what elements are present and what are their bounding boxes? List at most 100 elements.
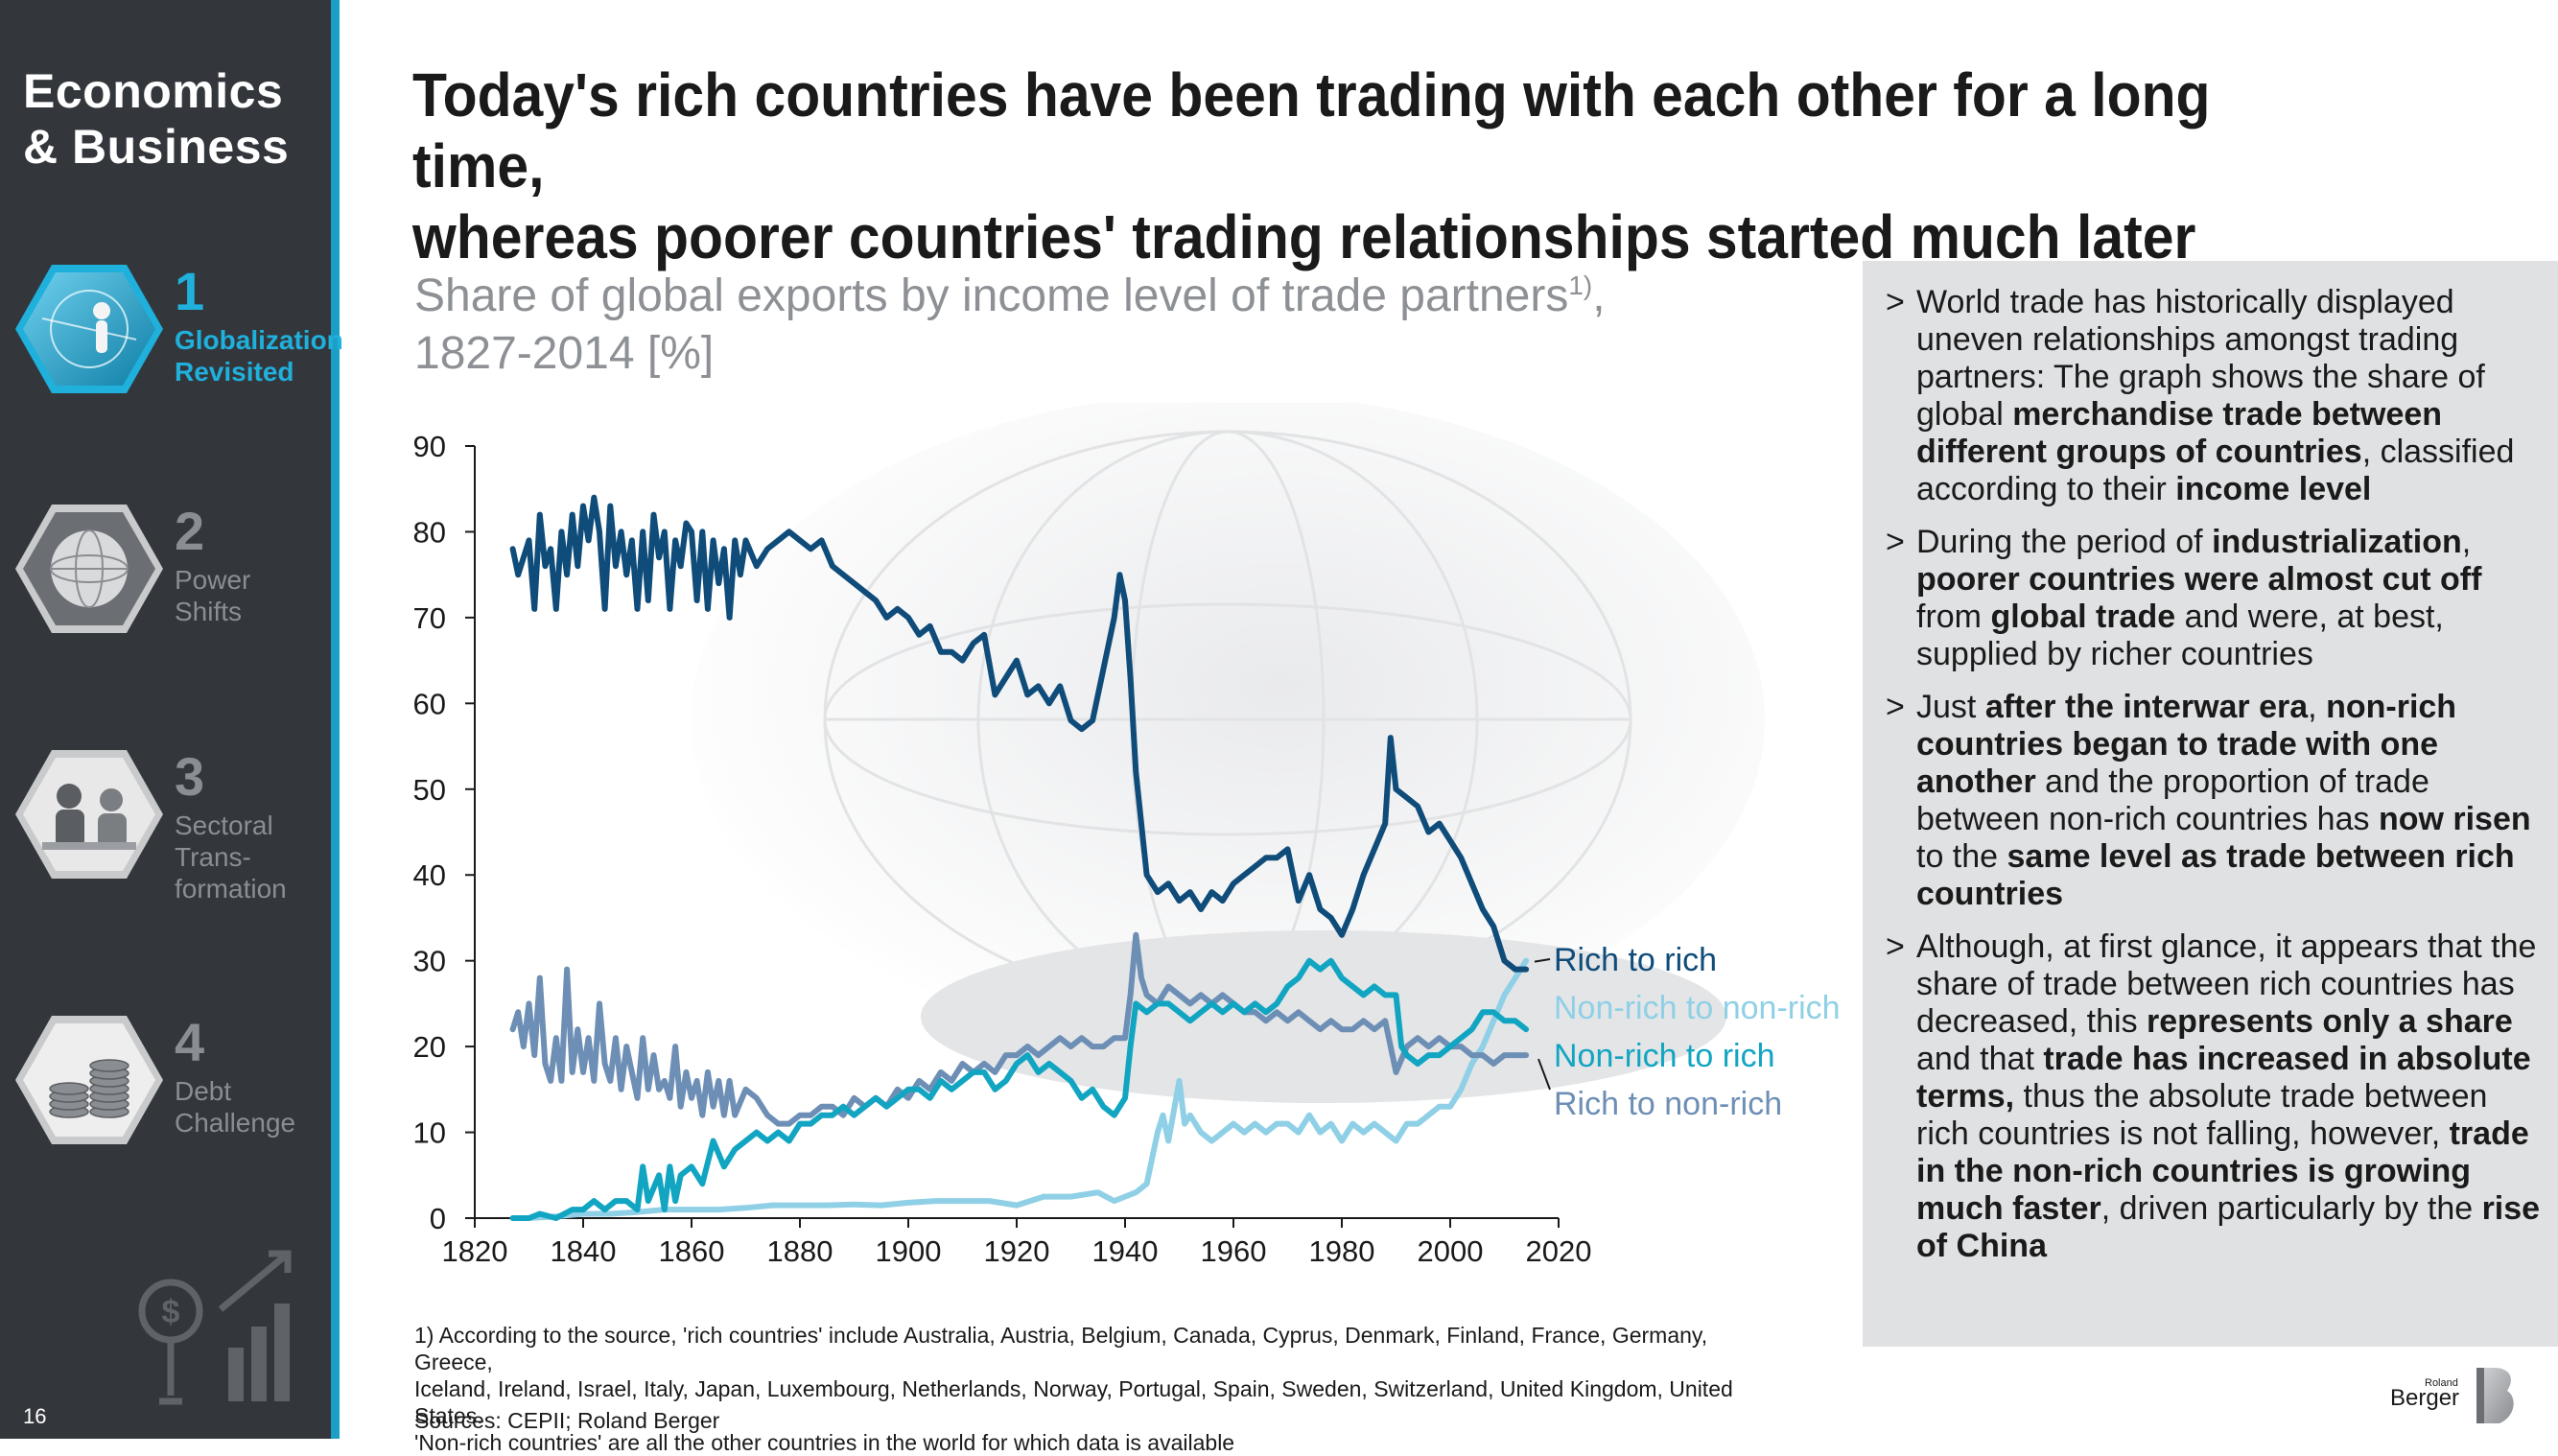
nav-label-line: Debt [175,1076,232,1106]
title-line-2: whereas poorer countries' trading relati… [412,202,2196,271]
nav-label: Power Shifts [175,564,250,627]
subtitle-text: Share of global exports by income level … [414,270,1569,321]
globalization-hex-icon [15,265,163,393]
economics-icon: $ [138,1250,292,1405]
nav-number: 3 [175,746,205,807]
bullet-marker: > [1886,689,1905,725]
bullet-text-bold: represents only a share [2147,1003,2513,1040]
nav-number: 2 [175,501,205,561]
brand-line-2: & Business [23,120,290,174]
x-tick-label: 1840 [551,1234,617,1268]
bullet-text: During the period of [1916,524,2213,560]
legend-label: Non-rich to non-rich [1554,990,1841,1026]
y-tick-label: 80 [413,515,446,549]
nav-item-power-shifts[interactable]: 2 Power Shifts [0,501,331,645]
series-line-non-rich-to-rich [509,957,1530,1221]
brand-line-1: Economics [23,64,284,118]
bullet-text: , driven particularly by the [2100,1190,2482,1227]
x-tick-label: 1940 [1092,1234,1159,1268]
bullet-item: > During the period of industrialization,… [1886,524,2547,673]
legend-leader-line [1534,958,1551,963]
nav-label-line: Revisited [175,357,294,387]
legend-label: Rich to rich [1554,942,1717,978]
chart-subtitle: Share of global exports by income level … [414,257,1606,383]
brand-title: Economics & Business [23,63,289,175]
bullet-marker: > [1886,524,1905,560]
bullet-marker: > [1886,284,1905,320]
x-tick-label: 1820 [442,1234,508,1268]
nav-item-globalization[interactable]: 1 Globalization Revisited [0,261,343,405]
y-tick-label: 90 [413,430,446,463]
globe-hex-icon [15,505,163,633]
sidebar-accent-bar [331,0,340,1439]
bullet-text-bold: rise of China [1916,1190,2541,1264]
nav-label: Debt Challenge [175,1075,295,1139]
commentary-bullets: > World trade has historically displayed … [1886,284,2547,1280]
legend-label: Non-rich to rich [1554,1038,1775,1074]
subtitle-footnote-ref: 1) [1568,270,1593,300]
bullet-text: thus the absolute trade between rich cou… [1916,1078,2488,1152]
svg-text:$: $ [162,1294,180,1330]
bullet-text-bold: trade has increased in absolute terms, [1916,1041,2531,1115]
bullet-text-bold: income level [2175,471,2372,507]
nav-number: 4 [175,1012,205,1072]
chart-axes: 0 10 20 30 40 50 60 70 80 90 1820 1840 1860 1880 1900 1… [413,430,1592,1268]
bullet-text: from [1916,599,1991,635]
bullet-text: and that [1916,1041,2044,1077]
bullet-text-bold: global trade [1990,599,2176,635]
workers-hex-icon [15,750,163,879]
y-tick-label: 20 [413,1030,446,1064]
footnote: 1) According to the source, 'rich countr… [414,1322,1776,1456]
page-number: 16 [23,1404,47,1428]
nav-label-line: Sectoral [175,810,273,840]
x-tick-label: 1880 [767,1234,833,1268]
nav-label: Sectoral Trans- formation [175,810,287,904]
commentary-panel [1863,261,2558,1347]
bullet-text-bold: non-rich countries began to trade with o… [1916,689,2457,800]
nav-item-debt-challenge[interactable]: 4 Debt Challenge [0,1012,331,1156]
sources: Sources: CEPII; Roland Berger [414,1408,720,1433]
y-tick-label: 60 [413,687,446,720]
x-tick-label: 1960 [1201,1234,1267,1268]
y-tick-label: 50 [413,773,446,807]
bullet-item: > Just after the interwar era, non-rich c… [1886,689,2547,913]
bullet-marker: > [1886,928,1905,965]
x-tick-label: 1920 [984,1234,1050,1268]
chart-series [509,494,1530,1221]
bullet-text: Just [1916,689,1985,725]
subtitle-line-1: Share of global exports by income level … [414,257,1606,325]
footnote-line-1: 1) According to the source, 'rich countr… [414,1323,1708,1374]
nav-item-sectoral-transformation[interactable]: 3 Sectoral Trans- formation [0,746,331,904]
title-line-1: Today's rich countries have been trading… [412,60,2211,200]
x-tick-label: 2000 [1418,1234,1484,1268]
chart-background-globe [691,403,1765,1103]
roland-berger-logo-icon [2476,1368,2514,1423]
sidebar [0,0,331,1439]
coins-hex-icon [15,1016,163,1144]
y-tick-label: 30 [413,945,446,978]
bullet-text: , [2461,524,2472,560]
nav-label-line: Trans- [175,842,251,872]
series-line-rich-to-non-rich [509,931,1530,1127]
x-tick-label: 2020 [1526,1234,1592,1268]
logo-small-text: Roland [2425,1377,2458,1389]
bullet-text: Although, at first glance, it appears th… [1916,928,2537,1040]
bullet-text: and the proportion of trade between non-… [1916,763,2429,837]
line-chart: 0 10 20 30 40 50 60 70 80 90 1820 1840 1860 1880 1900 1… [413,403,1841,1268]
subtitle-line-2: 1827-2014 [%] [414,328,715,379]
x-tick-label: 1900 [876,1234,942,1268]
nav-label-line: formation [175,874,287,904]
bullet-text-bold: after the interwar era [1984,689,2309,725]
bullet-text-bold: trade in the non-rich countries is growi… [1916,1115,2529,1227]
bullet-item: > Although, at first glance, it appears t… [1886,928,2547,1265]
series-line-rich-to-rich [509,494,1530,973]
legend-label: Rich to non-rich [1554,1086,1782,1122]
subtitle-comma: , [1592,270,1606,321]
nav-number: 1 [175,261,205,321]
nav-label-line: Challenge [175,1108,296,1138]
x-tick-label: 1980 [1309,1234,1375,1268]
y-tick-label: 70 [413,601,446,635]
chart-legend: Rich to rich Non-rich to non-rich Non-rich… [1534,942,1841,1122]
bullet-text-bold: now risen [2378,801,2531,837]
footnote-line-2: Iceland, Ireland, Israel, Italy, Japan, … [414,1376,1733,1428]
